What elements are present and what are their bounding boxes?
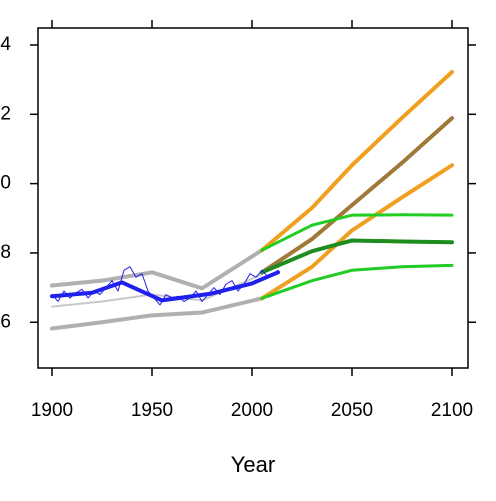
series-line <box>50 296 264 331</box>
x-tick-label: 1950 <box>131 400 173 421</box>
series-line <box>260 163 454 301</box>
y-tick-label: 0 <box>0 173 11 194</box>
series-line <box>50 248 264 291</box>
x-tick-label: 2050 <box>331 400 373 421</box>
series-line <box>260 213 454 252</box>
y-tick-label: 6 <box>0 311 11 332</box>
plot-frame <box>37 27 469 369</box>
series-line <box>260 263 454 300</box>
series-line <box>50 270 280 303</box>
series-line <box>260 70 454 253</box>
series-line <box>260 238 454 275</box>
x-tick-label: 2100 <box>431 400 473 421</box>
x-tick-label: 2000 <box>231 400 273 421</box>
y-tick-label: 2 <box>0 103 11 124</box>
x-axis-label: Year <box>231 452 275 477</box>
x-tick-label: 1900 <box>31 400 73 421</box>
y-tick-label: 8 <box>0 242 11 263</box>
series-line <box>260 116 454 275</box>
y-tick-label: 4 <box>0 34 11 55</box>
